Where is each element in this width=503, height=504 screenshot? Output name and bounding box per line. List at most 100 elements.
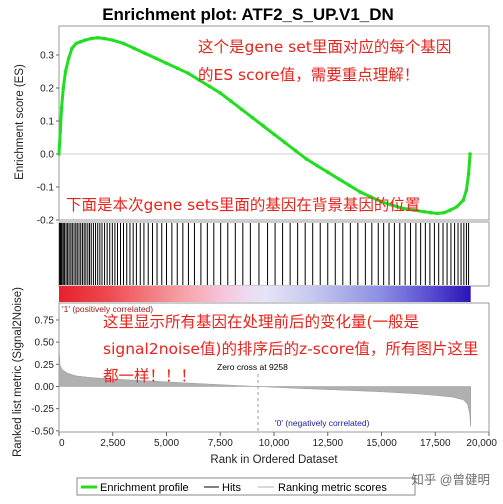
ranking-y-tick-label: 0.75: [35, 315, 55, 326]
enrichment-profile-point: [59, 106, 64, 110]
x-tick-label: 10,000: [259, 438, 290, 449]
enrichment-profile-point: [282, 140, 287, 145]
enrichment-profile-point: [70, 46, 74, 51]
enrichment-profile-point: [358, 190, 362, 194]
ranking-annotation-line3: 都一样！！！: [103, 367, 196, 385]
enrichment-profile-point: [153, 56, 158, 61]
legend-label-hits: Hits: [222, 482, 241, 494]
enrichment-profile-point: [466, 172, 471, 176]
x-tick-label: 17,500: [420, 438, 451, 449]
enrichment-profile-point: [164, 61, 169, 66]
enrichment-profile-point: [422, 209, 427, 214]
enrichment-profile-point: [250, 115, 255, 120]
es-y-axis: 0.3 0.2 0.1 0.0 -0.1 -0.2: [37, 51, 59, 227]
enrichment-profile-point: [218, 91, 223, 95]
ranking-y-tick-label: -0.50: [31, 426, 54, 437]
enrichment-profile-point: [461, 198, 466, 202]
x-axis: 0 2,500 5,000 7,500 10,000 12,500 15,000 17,500…: [58, 432, 497, 449]
hits-panel: [58, 221, 490, 302]
chart-title: Enrichment plot: ATF2_S_UP.V1_DN: [102, 5, 394, 24]
enrichment-profile-point: [239, 107, 244, 112]
legend-label-enrichment: Enrichment profile: [100, 482, 189, 494]
enrichment-profile-point: [411, 208, 416, 212]
enrichment-profile-point: [315, 163, 319, 168]
negative-correlation-label: '0' (negatively correlated): [275, 418, 370, 428]
es-y-tick-label: 0.0: [40, 150, 54, 161]
legend-box: [76, 477, 416, 496]
enrichment-profile-point: [89, 36, 94, 41]
enrichment-profile-point: [379, 200, 384, 204]
x-tick-label: 20,000: [466, 438, 497, 449]
ranking-y-axis: 0.75 0.50 0.25 0.00 -0.25 -0.50: [31, 315, 59, 437]
es-y-tick-label: 0.3: [40, 51, 54, 62]
enrichment-profile-point: [429, 210, 433, 215]
ranking-panel: 0.75 0.50 0.25 0.00 -0.25 -0.50 0 2,500 5,000 7,…: [12, 287, 497, 457]
enrichment-profile-point: [229, 99, 233, 103]
enrichment-profile-point: [336, 176, 341, 181]
enrichment-profile-point: [293, 148, 298, 153]
zero-cross-label: Zero cross at 9258: [217, 362, 288, 372]
enrichment-profile-point: [401, 206, 405, 211]
enrichment-profile-line: [57, 36, 472, 215]
enrichment-profile-point: [442, 210, 446, 215]
enrichment-profile-point: [186, 71, 190, 75]
es-y-tick-label: 0.1: [40, 117, 54, 128]
ranking-color-bar: [59, 286, 471, 302]
hits-marks: [59, 223, 470, 285]
ranking-annotation-line2: signal2noise值)的排序后的z-score值，所有图片这里: [103, 340, 478, 358]
enrichment-profile-point: [83, 38, 87, 42]
enrichment-profile-point: [325, 170, 330, 174]
es-annotation-line1: 这个是gene set里面对应的每个基因: [198, 37, 451, 56]
enrichment-profile-point: [132, 46, 137, 51]
enrichment-profile-point: [95, 36, 100, 40]
ranking-y-tick-label: 0.25: [35, 360, 55, 371]
enrichment-profile-point: [74, 41, 78, 46]
legend-label-ranking: Ranking metric scores: [278, 482, 387, 494]
ranking-plot-frame: [58, 302, 490, 433]
es-panel: 0.3 0.2 0.1 0.0 -0.1 -0.2 Enrichment score (E…: [14, 25, 490, 227]
enrichment-profile-point: [448, 208, 453, 212]
x-tick-label: 2,500: [100, 438, 125, 449]
enrichment-profile-point: [468, 152, 472, 156]
enrichment-profile-point: [196, 77, 201, 82]
x-tick-label: 15,000: [366, 438, 397, 449]
ranking-y-axis-label: Ranked list metric (Signal2Noise): [12, 287, 24, 457]
enrichment-profile-point: [57, 152, 61, 156]
enrichment-profile-point: [66, 56, 71, 61]
enrichment-profile-point: [207, 84, 212, 89]
es-y-tick-label: -0.2: [37, 216, 55, 227]
watermark: 知乎 @曾健明: [411, 473, 490, 487]
positive-correlation-label: '1' (positively correlated): [62, 304, 153, 314]
enrichment-profile-point: [390, 203, 395, 207]
es-plot-frame: [58, 25, 490, 221]
legend: Enrichment profile Hits Ranking metric s…: [76, 477, 416, 496]
x-tick-label: 7,500: [208, 438, 233, 449]
hits-annotation: 下面是本次gene sets里面的基因在背景基因的位置: [66, 196, 420, 214]
enrichment-profile-point: [110, 38, 115, 42]
enrichment-profile-point: [63, 69, 68, 74]
es-annotation-line2: 的ES score值，需要重点理解！: [198, 66, 419, 84]
enrichment-profile-point: [143, 51, 147, 56]
enrichment-profile-point: [121, 41, 126, 46]
enrichment-profile-point: [175, 66, 180, 70]
ranking-annotation-line1: 这里显示所有基因在处理前后的变化量(一般是: [103, 313, 419, 331]
ranking-metric-area: [58, 346, 471, 427]
enrichment-profile-point: [58, 129, 63, 133]
es-y-tick-label: 0.2: [40, 84, 54, 95]
enrichment-profile-point: [347, 183, 352, 188]
enrichment-profile-point: [464, 188, 469, 193]
enrichment-profile-point: [78, 40, 83, 44]
enrichment-profile-point: [435, 211, 440, 216]
x-axis-label: Rank in Ordered Dataset: [210, 454, 338, 466]
enrichment-profile-point: [454, 205, 459, 209]
enrichment-profile-point: [61, 86, 66, 90]
enrichment-profile-point: [368, 195, 373, 199]
ranking-y-tick-label: 0.00: [35, 382, 55, 393]
enrichment-profile-point: [261, 124, 266, 128]
es-y-tick-label: -0.1: [37, 183, 55, 194]
enrichment-profile-point: [304, 157, 309, 161]
enrichment-profile-point: [102, 36, 106, 41]
x-tick-label: 12,500: [312, 438, 343, 449]
ranking-y-tick-label: -0.25: [31, 404, 54, 415]
